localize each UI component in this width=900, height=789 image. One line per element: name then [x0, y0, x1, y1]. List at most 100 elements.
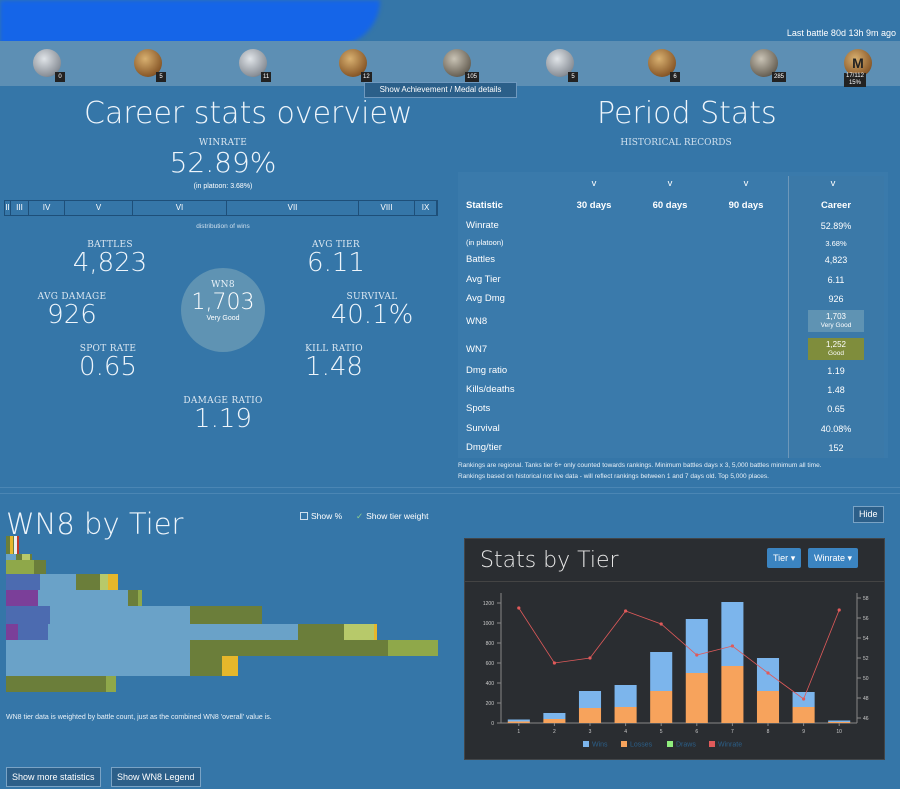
tank-medal-8-icon[interactable]: 285 [748, 47, 787, 82]
rankings-note: Rankings are regional. Tanks tier 6+ onl… [458, 460, 890, 482]
tank-medal-6-icon[interactable]: 5 [544, 47, 578, 82]
dist-tier-III: III [11, 201, 29, 215]
row-label: WN8 [466, 316, 488, 327]
y-tick-label: 1000 [483, 621, 494, 627]
tier-bar-segment [388, 640, 438, 656]
bar-wins [578, 691, 602, 708]
career-value: 1.48 [827, 385, 845, 395]
sort-chevron-icon[interactable]: v [667, 178, 673, 189]
dist-tier-VIII: VIII [359, 201, 415, 215]
medal-count: 105 [465, 72, 480, 82]
sort-chevron-icon[interactable]: v [743, 178, 749, 189]
row-label: Avg Tier [466, 274, 501, 285]
career-value: 926 [828, 294, 844, 304]
show-tier-weight-label: Show tier weight [366, 511, 429, 521]
winrate-point [695, 653, 699, 657]
row-label: (in platoon) [466, 238, 504, 247]
hide-button[interactable]: Hide [853, 506, 884, 523]
tier-bar-segment [18, 624, 48, 642]
wn8-by-tier-title: WN8 by Tier [6, 507, 184, 541]
y2-tick-label: 50 [863, 676, 869, 682]
row-label: Battles [466, 254, 496, 265]
tier-bar-segment [6, 656, 190, 676]
tier-bar-segment [6, 560, 36, 574]
row-label: Avg Dmg [466, 293, 505, 304]
section-divider [0, 487, 900, 488]
winrate-value: 52.89% [169, 146, 277, 179]
mastery-badge-icon[interactable]: M 17/112 15% [842, 47, 876, 87]
x-tick-label: 6 [695, 729, 698, 735]
checkbox-box [300, 512, 308, 520]
legend-swatch [583, 741, 589, 747]
medal-count: 17/112 15% [844, 73, 866, 87]
platoon-winrate: (in platoon: 3.68%) [193, 183, 253, 190]
tier-bar-segment [298, 624, 344, 642]
tier-bar-segment [6, 676, 106, 692]
y-tick-label: 600 [486, 661, 495, 667]
y2-tick-label: 52 [863, 656, 869, 662]
tier-bar-segment [40, 574, 76, 590]
show-more-statistics-button[interactable]: Show more statistics [6, 767, 101, 787]
tier-bar-segment [108, 574, 118, 590]
medal-emblem: M [844, 49, 872, 77]
show-percent-checkbox[interactable]: Show % [300, 511, 342, 521]
winrate-dropdown[interactable]: Winrate ▾ [808, 548, 859, 568]
badge-rating: Very Good [820, 322, 852, 329]
winrate-dropdown-label: Winrate [814, 553, 846, 563]
y2-tick-label: 54 [863, 636, 869, 642]
rating-badge: 1,703 Very Good [808, 310, 864, 332]
last-battle-text: Last battle 80d 13h 9m ago [786, 28, 896, 38]
x-tick-label: 8 [767, 729, 770, 735]
y2-tick-label: 58 [863, 596, 869, 602]
legend-swatch [709, 741, 715, 747]
tank-medal-1-icon[interactable]: 0 [31, 47, 65, 82]
tier-bar-segment [6, 590, 38, 606]
career-value: 3.68% [825, 239, 847, 248]
header-career: Career [820, 200, 852, 211]
y2-tick-label: 46 [863, 716, 869, 722]
career-value: 0.65 [827, 404, 845, 414]
winrate-label: WINRATE [198, 138, 248, 148]
tier-bar-segment [344, 624, 374, 642]
show-tier-weight-checkbox[interactable]: ✓ Show tier weight [356, 511, 429, 522]
tier-bar-segment [100, 574, 108, 590]
winrate-line [518, 607, 840, 700]
star-medal-7-icon[interactable]: 6 [646, 47, 680, 82]
survival-value: 40.1% [330, 300, 414, 330]
bar-wins [614, 685, 637, 707]
tier-bar-segment [6, 640, 190, 656]
kill-ratio-label: KILL RATIO [305, 344, 363, 354]
avg-tier-label: AVG TIER [312, 240, 360, 250]
period-subtitle: HISTORICAL RECORDS [620, 138, 732, 148]
tank-medal-3-icon[interactable]: 11 [237, 47, 272, 82]
section-divider-2 [0, 493, 900, 494]
redacted-header [0, 0, 380, 46]
tier-dropdown[interactable]: Tier ▾ [767, 548, 802, 568]
header-90-days: 90 days [728, 200, 764, 211]
bar-losses [792, 707, 815, 723]
sort-chevron-icon[interactable]: v [830, 178, 836, 189]
career-value: 52.89% [820, 221, 852, 231]
wn8-value: 1,703 [191, 290, 255, 315]
tier-bar-segment [17, 536, 19, 554]
tank-medal-5-icon[interactable]: 105 [441, 47, 480, 82]
achievement-details-button[interactable]: Show Achievement / Medal details [364, 82, 517, 98]
legend-label: Wins [592, 742, 608, 749]
dist-tier-II: II [5, 201, 11, 215]
tank-medal-2-icon[interactable]: 5 [132, 47, 166, 82]
medal-count: 6 [670, 72, 680, 82]
medal-bar: 0 5 11 12 105 5 6 285 M 17/112 15% [0, 41, 900, 87]
tier-bar-segment [38, 590, 128, 606]
x-tick-label: 3 [589, 729, 592, 735]
tier-bar-segment [50, 606, 190, 624]
sort-chevron-icon[interactable]: v [591, 178, 597, 189]
winrate-point [837, 608, 841, 612]
show-wn8-legend-button[interactable]: Show WN8 Legend [111, 767, 201, 787]
rating-badge: 1,252 Good [808, 338, 864, 360]
avg-damage-value: 926 [47, 300, 97, 330]
kill-ratio-value: 1.48 [305, 352, 363, 382]
tier-bar-segment [6, 624, 18, 642]
tank-medal-4-icon[interactable]: 12 [337, 47, 372, 82]
tier-distribution-bar: II III IV V VI VII VIII IX [4, 200, 438, 216]
